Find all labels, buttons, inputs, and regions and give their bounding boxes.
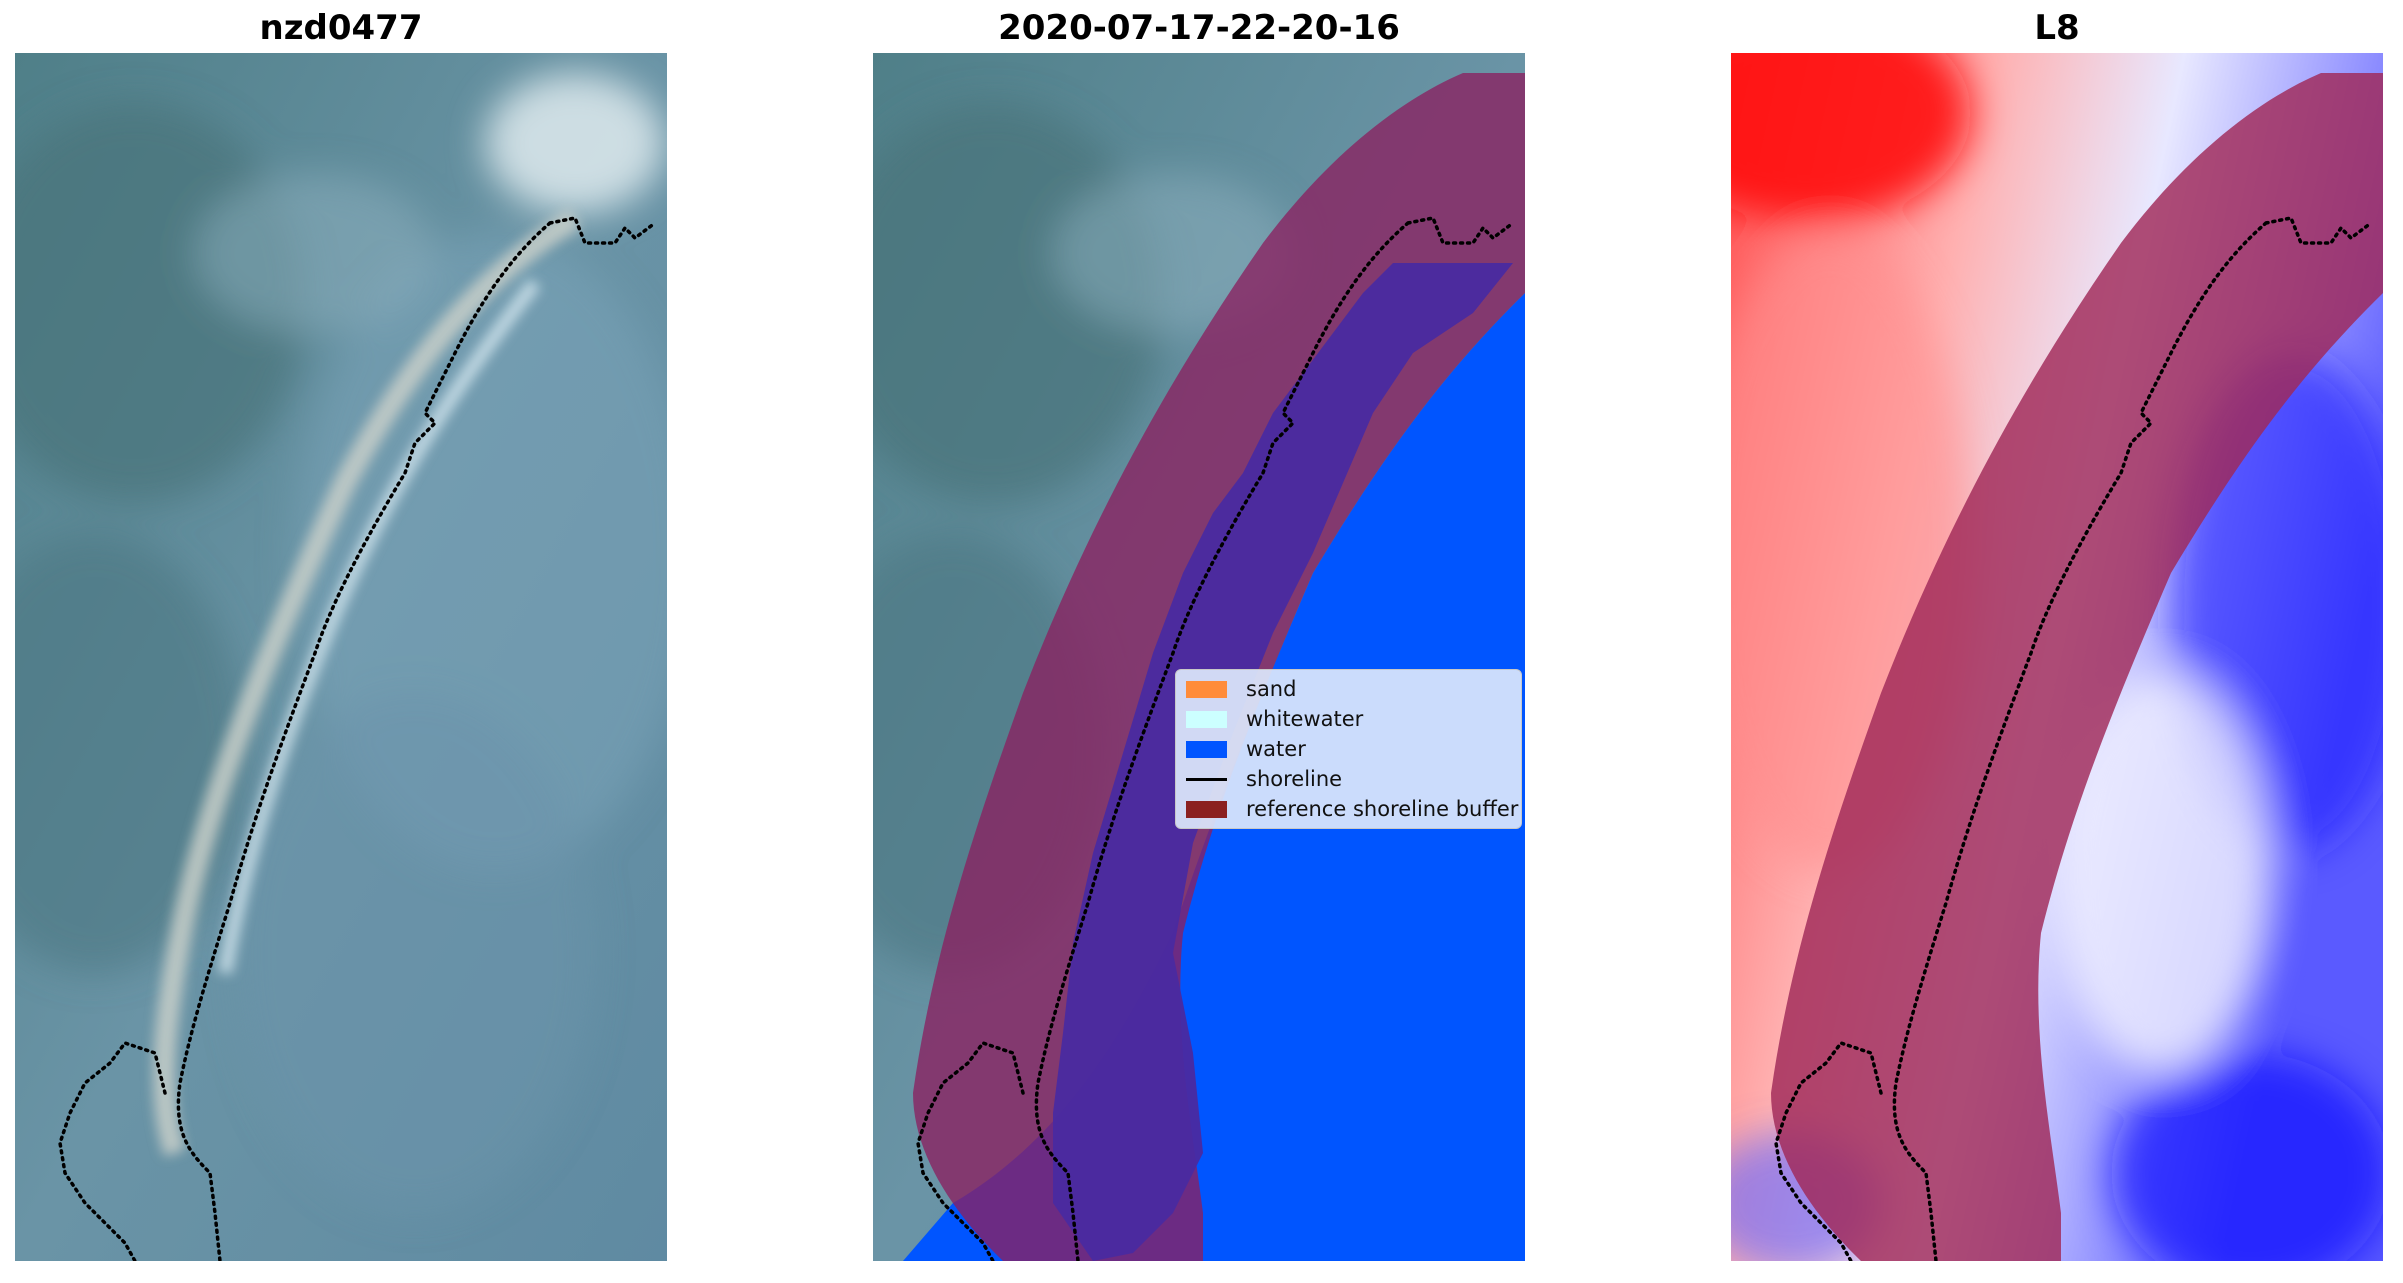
beach-strip [153,208,581,1157]
panel-title-rgb: nzd0477 [259,8,423,48]
water-swatch [1186,740,1227,758]
rgb-image-panel [15,53,667,1261]
whitewater-swatch [1186,710,1227,728]
surf-zone [218,278,541,975]
panel-title-classified: 2020-07-17-22-20-16 [998,8,1400,48]
buffer-swatch [1186,800,1227,818]
legend-label-whitewater: whitewater [1246,707,1364,731]
legend-item-water: water [1186,734,1306,764]
water-in-buffer [1053,263,1513,1261]
reference-shoreline-buffer-index [1771,73,2383,1261]
shoreline-line-index [1774,215,2373,1261]
legend-item-buffer: reference shoreline buffer [1186,794,1518,824]
legend-item-whitewater: whitewater [1186,704,1363,734]
sand-swatch [1186,680,1227,698]
legend-label-water: water [1246,737,1306,761]
legend-label-buffer: reference shoreline buffer [1246,797,1519,821]
legend-item-shoreline: shoreline [1186,764,1342,794]
classified-image-panel [873,53,1525,1261]
shoreline-line [58,215,657,1261]
legend-item-sand: sand [1186,674,1296,704]
legend-label-sand: sand [1246,677,1297,701]
shoreline-line-classified [916,215,1515,1261]
shoreline-swatch [1186,777,1227,781]
panel-title-index: L8 [2034,8,2080,48]
legend-label-shoreline: shoreline [1246,767,1343,791]
classification-legend: sand whitewater water shoreline referenc… [1175,669,1522,829]
water-class-region [903,293,1525,1261]
index-image-panel [1731,53,2383,1261]
